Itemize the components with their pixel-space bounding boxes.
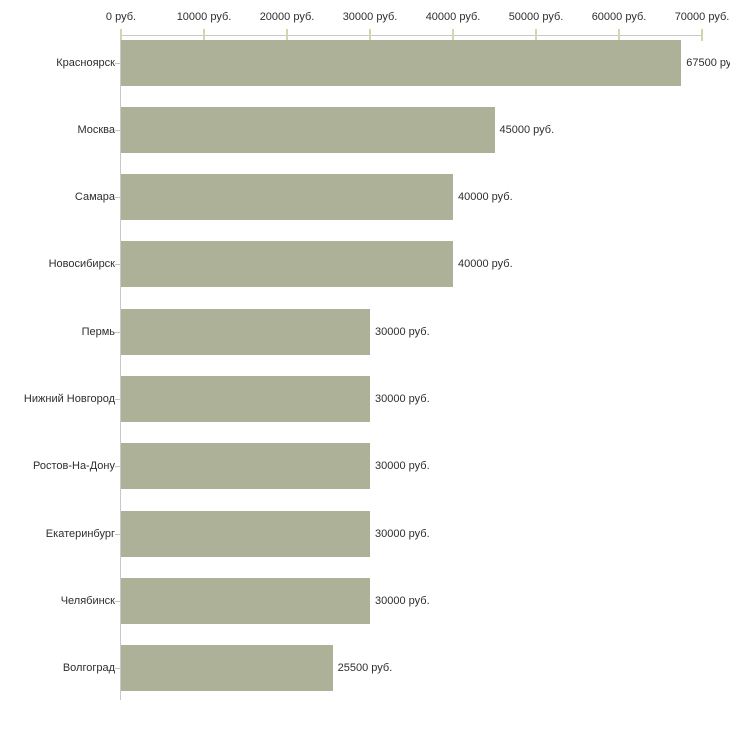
x-axis-tick-label: 20000 руб. (259, 11, 315, 23)
value-label: 40000 руб. (458, 191, 513, 204)
category-label: Пермь (81, 325, 115, 338)
bar[interactable] (121, 241, 453, 288)
category-tick-mark (115, 331, 120, 333)
category-tick-mark (115, 466, 120, 468)
x-axis-tick-mark (452, 29, 454, 41)
value-label: 30000 руб. (375, 393, 430, 405)
category-tick-mark (115, 129, 120, 131)
bar[interactable] (121, 510, 370, 557)
value-label: 30000 руб. (375, 594, 430, 607)
value-label: 40000 руб. (458, 258, 513, 271)
x-axis-tick-mark (286, 29, 288, 41)
bar[interactable] (121, 645, 333, 692)
x-axis-tick-mark (369, 29, 371, 41)
category-tick-mark (115, 399, 120, 400)
value-label: 30000 руб. (375, 460, 430, 473)
bar[interactable] (121, 39, 682, 86)
category-tick-mark (115, 197, 120, 199)
value-label: 67500 руб. (686, 56, 730, 69)
x-axis-tick-label: 30000 руб. (342, 11, 398, 23)
category-tick-mark (115, 533, 120, 535)
x-axis-tick-label: 60000 руб. (591, 11, 647, 23)
category-tick-mark (115, 264, 120, 266)
value-label: 25500 руб. (337, 662, 393, 675)
x-axis-tick-mark (535, 29, 537, 41)
category-label: Челябинск (60, 594, 115, 607)
category-tick-mark (115, 668, 120, 670)
category-label: Ростов-На-Дону (32, 460, 115, 473)
category-label: Самара (74, 191, 115, 204)
x-axis-tick-label: 10000 руб. (176, 11, 232, 23)
category-tick-mark (115, 62, 120, 64)
bar[interactable] (121, 577, 370, 624)
category-label: Нижний Новгород (23, 393, 115, 405)
value-label: 30000 руб. (375, 527, 430, 540)
x-axis-tick-label: 50000 руб. (508, 11, 564, 23)
x-axis-tick-mark (120, 29, 122, 41)
x-axis-tick-mark (701, 29, 703, 41)
bar[interactable] (121, 376, 370, 422)
x-axis-tick-label: 40000 руб. (425, 11, 481, 23)
category-label: Екатеринбург (45, 527, 115, 540)
value-label: 45000 руб. (499, 123, 555, 136)
bar[interactable] (121, 106, 495, 153)
value-label: 30000 руб. (375, 325, 430, 338)
x-axis-tick-label: 0 руб. (105, 11, 137, 23)
category-label: Красноярск (56, 56, 115, 69)
category-label: Москва (77, 123, 115, 136)
bar[interactable] (121, 308, 370, 355)
x-axis-tick-mark (203, 29, 205, 41)
category-tick-mark (115, 600, 120, 602)
y-axis-line (120, 35, 121, 700)
x-axis-tick-label: 70000 руб. (674, 11, 730, 23)
bar[interactable] (121, 174, 453, 221)
bar[interactable] (121, 443, 370, 490)
x-axis-tick-mark (618, 29, 620, 41)
category-label: Новосибирск (48, 258, 115, 271)
category-label: Волгоград (62, 662, 115, 675)
x-axis-line (121, 35, 703, 36)
